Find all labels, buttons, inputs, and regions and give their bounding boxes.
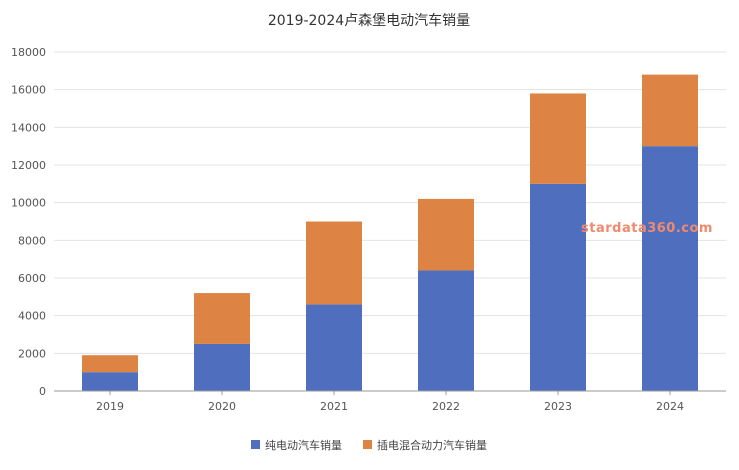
bar-segment-phev-2024 [642, 74, 698, 147]
x-tick-label: 2021 [320, 400, 348, 413]
x-tick-label: 2019 [96, 400, 124, 413]
y-tick-label: 8000 [18, 234, 46, 247]
y-tick-label: 10000 [11, 197, 46, 210]
y-tick-label: 16000 [11, 84, 46, 97]
y-tick-label: 2000 [18, 347, 46, 360]
bar-segment-phev-2019 [82, 355, 138, 373]
legend-swatch [251, 440, 260, 449]
bar-segment-bev-2024 [642, 146, 698, 391]
x-tick-label: 2022 [432, 400, 460, 413]
bars [82, 74, 698, 391]
bar-segment-bev-2021 [306, 304, 362, 391]
y-tick-label: 18000 [11, 46, 46, 59]
gridlines [54, 51, 726, 354]
x-tick-label: 2024 [656, 400, 684, 413]
x-axis: 2019 2020 2021 2022 2023 2024 [54, 390, 726, 413]
bar-segment-phev-2020 [194, 293, 250, 344]
bar-segment-bev-2023 [530, 183, 586, 391]
y-tick-label: 0 [39, 385, 46, 398]
bar-segment-phev-2021 [306, 221, 362, 305]
y-tick-label: 12000 [11, 159, 46, 172]
legend-label: 纯电动汽车销量 [265, 438, 342, 452]
legend-label: 插电混合动力汽车销量 [377, 438, 487, 452]
bar-segment-bev-2019 [82, 372, 138, 391]
bar-segment-phev-2023 [530, 93, 586, 184]
x-tick-label: 2023 [544, 400, 572, 413]
x-tick-label: 2020 [208, 400, 236, 413]
chart-title: 2019-2024卢森堡电动汽车销量 [268, 12, 470, 29]
bar-segment-bev-2020 [194, 343, 250, 391]
legend: 纯电动汽车销量 插电混合动力汽车销量 [251, 438, 487, 452]
legend-swatch [363, 440, 372, 449]
y-tick-label: 4000 [18, 310, 46, 323]
watermark-text: stardata360.com [581, 221, 713, 236]
y-axis: 0 2000 4000 6000 8000 10000 12000 14000 16000 180… [11, 46, 46, 398]
bar-segment-phev-2022 [418, 198, 474, 271]
bar-segment-bev-2022 [418, 270, 474, 391]
y-tick-label: 6000 [18, 272, 46, 285]
y-tick-label: 14000 [11, 121, 46, 134]
